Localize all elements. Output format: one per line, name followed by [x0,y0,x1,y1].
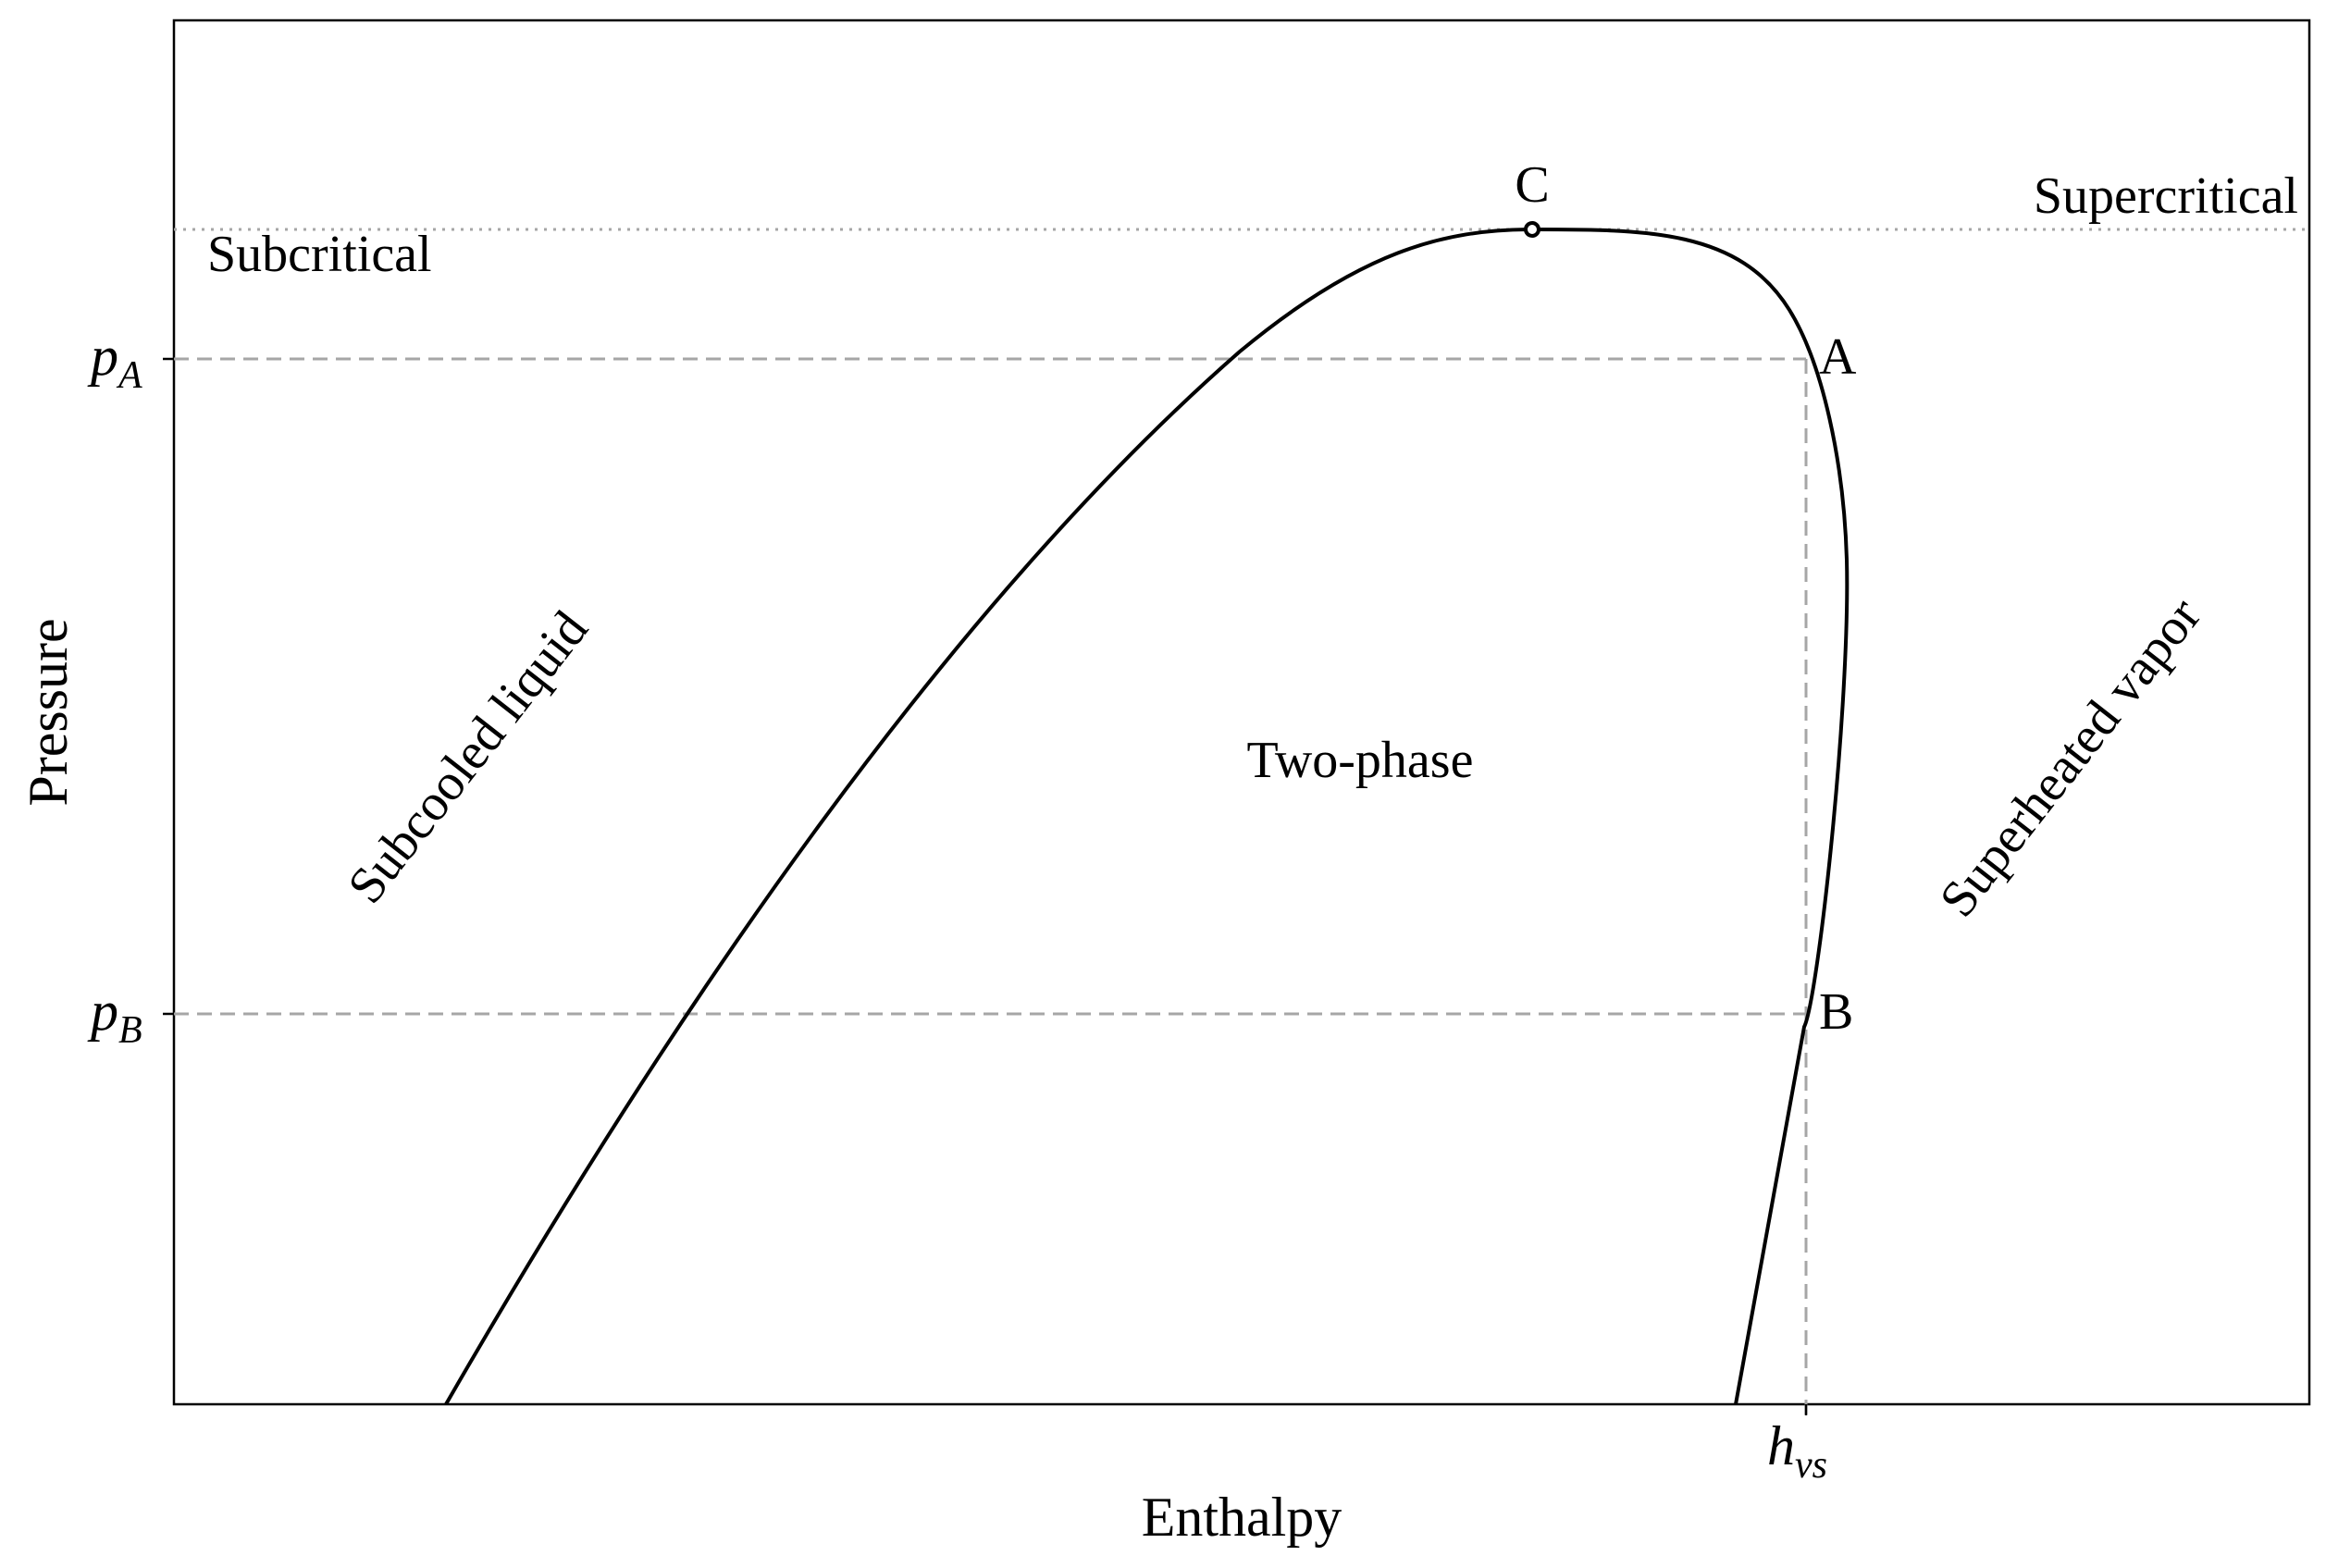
region-label-subcooled-liquid: Subcooled liquid [337,601,599,914]
point-label-A: A [1819,328,1857,386]
point-label-C: C [1515,156,1549,214]
tick-label-pA: pA [87,326,142,397]
critical-point-marker [1524,221,1540,238]
point-label-B: B [1819,983,1853,1041]
plot-frame [172,19,2311,1406]
region-label-supercritical: Supercritical [2034,167,2298,225]
tick-label-hvs: hvs [1767,1415,1827,1487]
region-label-superheated-vapor: Superheated vapor [1929,587,2213,928]
saturation-dome-curve [444,227,1850,1405]
region-label-two-phase: Two-phase [1247,732,1474,789]
region-label-subcritical: Subcritical [207,226,432,283]
x-axis-title: Enthalpy [1142,1487,1342,1548]
y-axis-title: Pressure [18,618,79,806]
tick-label-pB: pB [87,981,142,1052]
